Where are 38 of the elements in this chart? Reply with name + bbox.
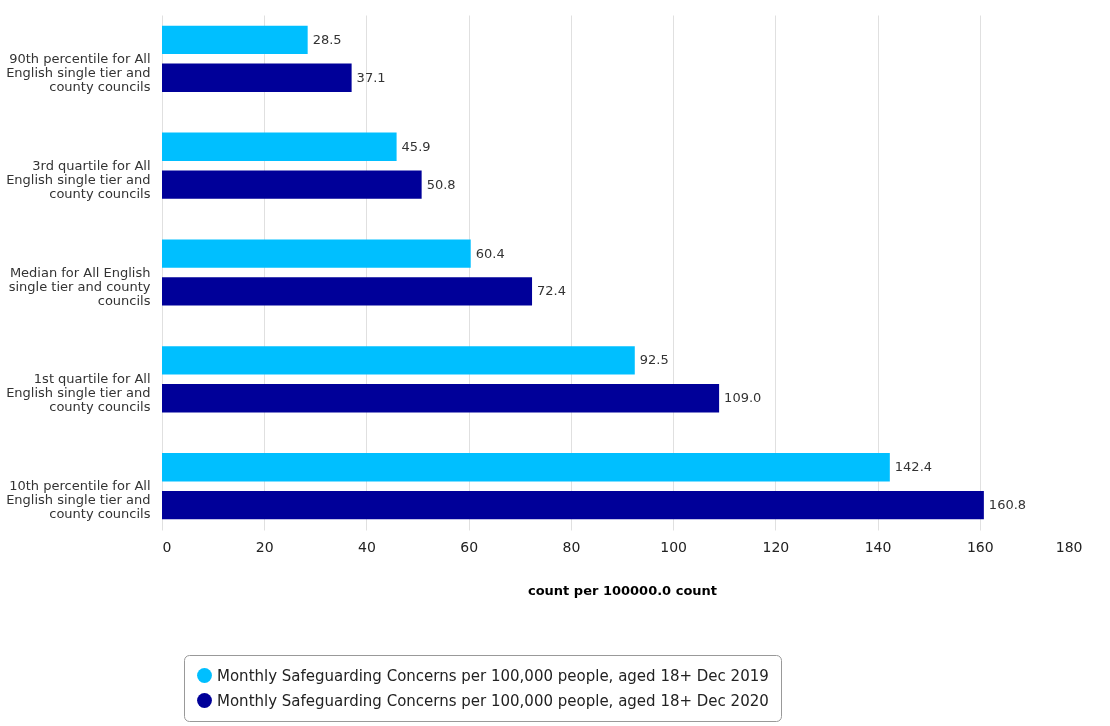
x-tick-label: 40 — [358, 538, 376, 555]
bar — [162, 170, 422, 199]
bar — [162, 346, 635, 375]
x-tick-label: 0 — [162, 538, 172, 555]
data-label: 142.4 — [894, 459, 933, 475]
bar — [162, 277, 533, 306]
y-tick-label: 1st quartile for All English single tier and county councils — [6, 371, 151, 415]
x-tick-label: 80 — [562, 538, 581, 555]
y-tick-label: 10th percentile for All English single tier and county councils — [6, 478, 151, 522]
x-tick-label: 120 — [762, 538, 790, 555]
bar — [162, 384, 720, 413]
data-label: 160.8 — [988, 497, 1027, 513]
data-label: 60.4 — [475, 245, 505, 261]
data-label: 92.5 — [639, 352, 669, 368]
bar — [162, 453, 890, 482]
x-tick-label: 180 — [1055, 538, 1083, 555]
x-axis-title: count per 100000.0 count — [527, 582, 718, 598]
data-label: 28.5 — [312, 31, 342, 47]
legend-label: Monthly Safeguarding Concerns per 100,000 people, aged 18+ Dec 2019 — [217, 666, 769, 685]
bar — [162, 63, 352, 92]
legend-label: Monthly Safeguarding Concerns per 100,000 people, aged 18+ Dec 2020 — [217, 691, 769, 710]
x-tick-label: 20 — [255, 538, 274, 555]
bar — [162, 25, 308, 55]
data-label: 45.9 — [401, 138, 431, 154]
bar — [162, 490, 984, 520]
y-tick-label: 3rd quartile for All English single tier and county councils — [6, 157, 151, 201]
data-label: 109.0 — [724, 390, 762, 406]
y-tick-label: Median for All English single tier and county councils — [8, 264, 151, 308]
data-label: 50.8 — [426, 176, 456, 192]
data-label: 37.1 — [356, 69, 386, 85]
data-label: 72.4 — [537, 283, 566, 299]
bar — [162, 132, 397, 161]
x-tick-label: 140 — [864, 538, 892, 555]
bar — [162, 239, 471, 268]
y-tick-label: 90th percentile for All English single tier and county councils — [6, 50, 151, 94]
x-tick-label: 60 — [460, 538, 479, 555]
x-tick-label: 100 — [660, 538, 687, 555]
x-tick-label: 160 — [966, 538, 994, 555]
